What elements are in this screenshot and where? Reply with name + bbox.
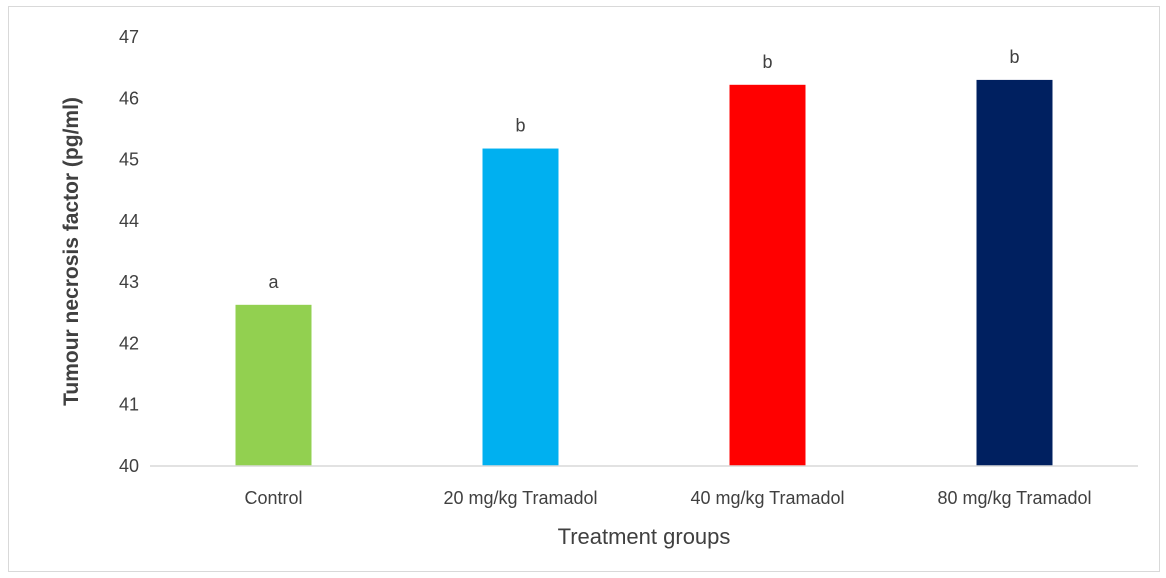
bar-data-label: b (762, 52, 772, 72)
y-axis-title: Tumour necrosis factor (pg/ml) (60, 97, 83, 406)
y-axis-ticks: 40 41 42 43 44 45 46 47 (119, 27, 139, 476)
x-axis-ticks: Control 20 mg/kg Tramadol 40 mg/kg Tramado… (244, 488, 1091, 508)
bars (235, 79, 1053, 467)
y-tick-label: 42 (119, 333, 139, 353)
y-tick-label: 47 (119, 27, 139, 47)
y-tick-label: 41 (119, 395, 139, 415)
y-tick-label: 46 (119, 88, 139, 108)
x-tick-label: 40 mg/kg Tramadol (690, 488, 844, 508)
bar (729, 84, 806, 466)
bar (235, 304, 312, 466)
bar-data-labels: a b b b (268, 47, 1019, 292)
y-tick-label: 45 (119, 150, 139, 170)
x-tick-label: Control (244, 488, 302, 508)
x-tick-label: 80 mg/kg Tramadol (937, 488, 1091, 508)
x-axis-title: Treatment groups (558, 524, 731, 549)
y-tick-label: 40 (119, 456, 139, 476)
bar (482, 148, 559, 467)
bar (976, 79, 1053, 467)
bar-data-label: a (268, 272, 279, 292)
bar-data-label: b (515, 116, 525, 136)
y-tick-label: 44 (119, 211, 139, 231)
x-tick-label: 20 mg/kg Tramadol (443, 488, 597, 508)
y-tick-label: 43 (119, 272, 139, 292)
bar-data-label: b (1009, 47, 1019, 67)
chart-frame (8, 6, 1160, 572)
